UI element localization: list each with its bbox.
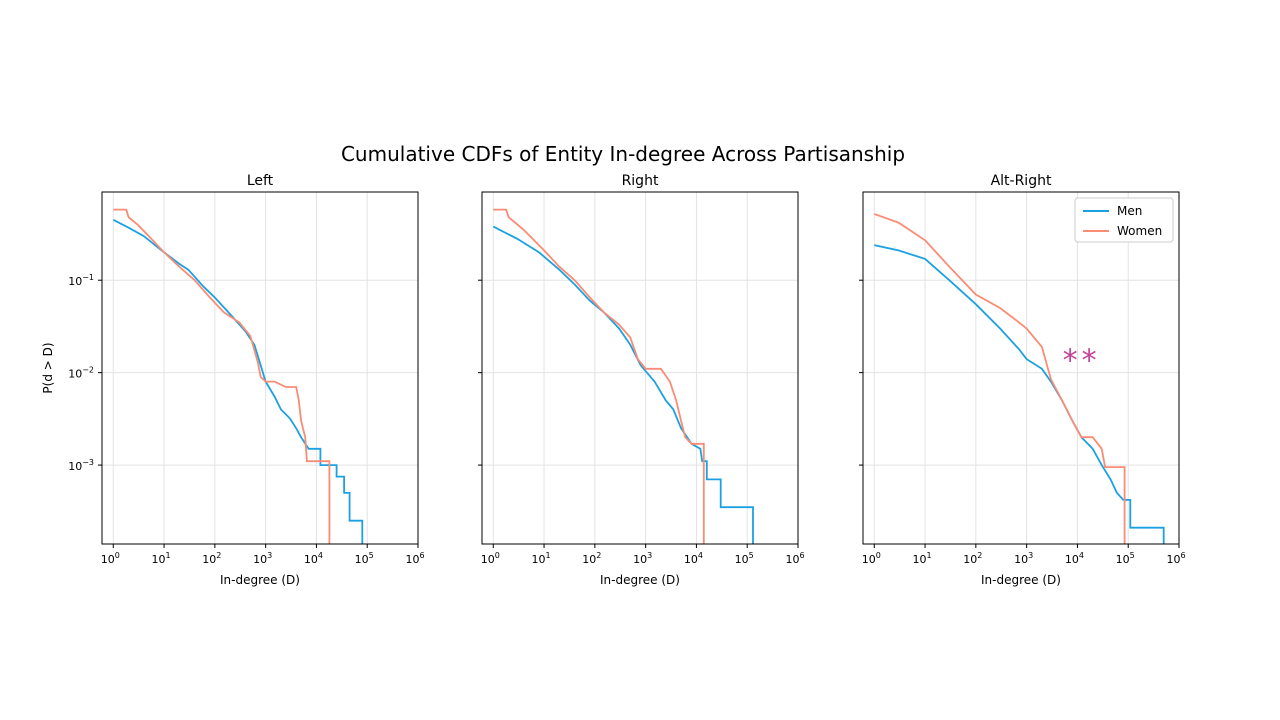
axes-frame bbox=[101, 191, 419, 545]
x-axis-label: In-degree (D) bbox=[220, 573, 300, 587]
series-line-men bbox=[492, 225, 754, 544]
series-line-men bbox=[874, 244, 1165, 544]
y-tick-label: 10−3 bbox=[68, 458, 94, 473]
series-line-women bbox=[493, 208, 705, 544]
x-tick-label: 101 bbox=[913, 551, 932, 566]
panel-title: Right bbox=[622, 173, 659, 189]
x-tick-label: 103 bbox=[253, 551, 272, 566]
legend-label-men: Men bbox=[1117, 204, 1142, 218]
x-tick-label: 104 bbox=[304, 551, 323, 566]
significance-annotation: ** bbox=[1063, 344, 1101, 379]
x-tick-label: 105 bbox=[1116, 551, 1135, 566]
axes-frame bbox=[481, 191, 799, 545]
axes-frame bbox=[862, 191, 1180, 545]
y-axis-label: P(d > D) bbox=[41, 342, 55, 393]
x-tick-label: 101 bbox=[532, 551, 551, 566]
x-tick-label: 106 bbox=[785, 551, 804, 566]
figure-title: Cumulative CDFs of Entity In-degree Acro… bbox=[341, 142, 905, 166]
x-tick-label: 100 bbox=[862, 551, 881, 566]
x-tick-label: 102 bbox=[582, 551, 601, 566]
legend-label-women: Women bbox=[1117, 224, 1162, 238]
x-tick-label: 100 bbox=[481, 551, 500, 566]
x-tick-label: 105 bbox=[355, 551, 374, 566]
panel-alt-right: Alt-Right 100 101 102 103 104 105 106 In-degree … bbox=[859, 173, 1186, 587]
y-tick-label: 10−2 bbox=[68, 366, 94, 381]
x-tick-label: 102 bbox=[963, 551, 982, 566]
x-tick-label: 105 bbox=[735, 551, 754, 566]
x-axis-label: In-degree (D) bbox=[600, 573, 680, 587]
y-tick-label: 10−1 bbox=[68, 273, 94, 288]
x-tick-label: 106 bbox=[1166, 551, 1185, 566]
x-tick-label: 100 bbox=[101, 551, 120, 566]
panels-container: Left 100 101 102 103 104 105 106 In-degree (D) 10… bbox=[41, 173, 1186, 587]
panel-title: Left bbox=[247, 173, 274, 189]
panel-right: Right 100 101 102 103 104 105 106 In-degree (D) bbox=[478, 173, 805, 587]
panel-left: Left 100 101 102 103 104 105 106 In-degree (D) 10… bbox=[41, 173, 425, 587]
series-line-women bbox=[873, 213, 1126, 544]
x-tick-label: 103 bbox=[633, 551, 652, 566]
x-tick-label: 103 bbox=[1014, 551, 1033, 566]
series-line-women bbox=[113, 208, 331, 544]
x-tick-label: 106 bbox=[405, 551, 424, 566]
legend: Men Women bbox=[1074, 197, 1174, 243]
x-tick-label: 101 bbox=[152, 551, 171, 566]
series-line-men bbox=[112, 219, 364, 544]
x-tick-label: 102 bbox=[202, 551, 221, 566]
x-tick-label: 104 bbox=[684, 551, 703, 566]
x-tick-label: 104 bbox=[1065, 551, 1084, 566]
x-axis-label: In-degree (D) bbox=[981, 573, 1061, 587]
panel-title: Alt-Right bbox=[991, 173, 1052, 189]
